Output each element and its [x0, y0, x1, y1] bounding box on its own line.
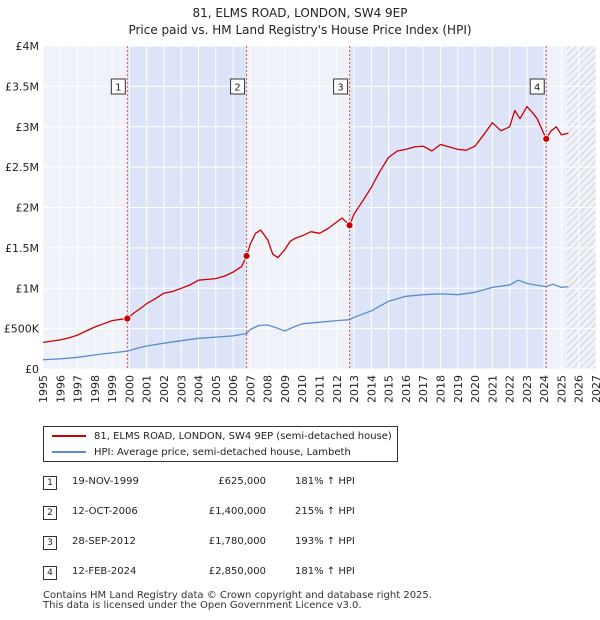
x-tick-label: 2005	[210, 375, 223, 403]
sale-hpi-change: 193% ↑ HPI	[295, 536, 355, 547]
sale-marker-label: 4	[43, 566, 57, 580]
sale-point-4	[542, 134, 551, 143]
table-row: 4 12-FEB-2024 £2,850,000 181% ↑ HPI	[0, 564, 600, 584]
x-tick-label: 2011	[314, 375, 327, 403]
y-tick-label: £1.5M	[5, 242, 39, 255]
sale-point-2	[242, 252, 251, 260]
x-tick-label: 1998	[89, 375, 102, 403]
x-tick-label: 2017	[417, 375, 430, 403]
sale-marker-box-4	[529, 78, 545, 95]
x-tick-label: 2016	[400, 375, 413, 403]
sale-hpi-change: 215% ↑ HPI	[295, 506, 355, 517]
x-tick-label: 2010	[296, 375, 309, 403]
sale-marker-number-2: 2	[234, 83, 240, 94]
x-tick-label: 2026	[573, 375, 586, 403]
y-tick-label: £4M	[16, 40, 40, 53]
sale-date: 19-NOV-1999	[72, 476, 139, 487]
x-tick-label: 2013	[348, 375, 361, 403]
x-tick-label: 2007	[244, 375, 257, 403]
x-tick-label: 1996	[54, 375, 67, 403]
x-tick-label: 2025	[555, 375, 568, 403]
price-chart: £0 £500K £1M £1.5M £2M £2.5M £3M £3.5M £4M 1995 19…	[4, 40, 600, 403]
y-tick-label: £0	[25, 363, 39, 376]
x-tick-label: 2023	[521, 375, 534, 403]
x-tick-label: 2012	[331, 375, 344, 403]
x-tick-label: 2000	[123, 375, 136, 403]
sale-marker-number-1: 1	[115, 83, 121, 94]
chart-legend: 81, ELMS ROAD, LONDON, SW4 9EP (semi-det…	[43, 426, 398, 462]
sale-hpi-change: 181% ↑ HPI	[295, 566, 355, 577]
sale-date: 12-FEB-2024	[72, 566, 137, 577]
sale-hpi-change: 181% ↑ HPI	[295, 476, 355, 487]
property-price-line	[42, 105, 569, 344]
footer: Contains HM Land Registry data © Crown c…	[43, 591, 432, 611]
x-tick-label: 2018	[434, 375, 447, 403]
sale-point-1	[123, 314, 132, 323]
sale-marker-box-1	[110, 78, 126, 95]
x-tick-label: 2019	[452, 375, 465, 403]
sale-price: £2,850,000	[208, 566, 266, 577]
x-tick-label: 2003	[175, 375, 188, 403]
x-tick-label: 2024	[538, 375, 551, 403]
sale-price: £625,000	[218, 476, 266, 487]
table-row: 2 12-OCT-2006 £1,400,000 215% ↑ HPI	[0, 504, 600, 524]
sale-marker-number-4: 4	[534, 83, 540, 94]
sale-marker-label: 3	[43, 536, 57, 550]
legend-label-hpi: HPI: Average price, semi-detached house,…	[94, 447, 351, 458]
x-tick-label: 2015	[383, 375, 396, 403]
y-tick-label: £2.5M	[5, 161, 39, 174]
x-tick-label: 1995	[37, 375, 50, 403]
y-tick-label: £3M	[16, 121, 40, 134]
footer-line-2: This data is licensed under the Open Gov…	[43, 600, 362, 611]
x-tick-label: 2022	[504, 375, 517, 403]
sale-point-3	[345, 221, 354, 230]
x-tick-label: 2027	[590, 375, 600, 403]
x-tick-label: 2021	[486, 375, 499, 403]
sale-marker-label: 2	[43, 506, 57, 520]
legend-entry-hpi: HPI: Average price, semi-detached house,…	[52, 445, 351, 461]
hpi-line	[42, 279, 569, 361]
x-tick-label: 2009	[279, 375, 292, 403]
table-row: 1 19-NOV-1999 £625,000 181% ↑ HPI	[0, 474, 600, 494]
footer-line-1: Contains HM Land Registry data © Crown c…	[43, 590, 432, 601]
sale-date: 28-SEP-2012	[72, 536, 136, 547]
x-tick-label: 2014	[365, 375, 378, 403]
x-tick-label: 2002	[158, 375, 171, 403]
y-tick-label: £1M	[16, 282, 40, 295]
x-tick-label: 2020	[469, 375, 482, 403]
x-tick-label: 1999	[106, 375, 119, 403]
chart-title: 81, ELMS ROAD, LONDON, SW4 9EP	[192, 6, 408, 20]
y-tick-label: £3.5M	[5, 80, 39, 93]
sale-marker-label: 1	[43, 476, 57, 490]
sale-marker-number-3: 3	[337, 83, 343, 94]
y-tick-label: £2M	[16, 202, 40, 215]
chart-subtitle: Price paid vs. HM Land Registry's House …	[128, 23, 472, 37]
sale-price: £1,400,000	[208, 506, 266, 517]
legend-swatch-property	[52, 435, 86, 437]
x-tick-label: 2008	[262, 375, 275, 403]
sale-marker-box-3	[333, 78, 349, 95]
x-tick-label: 2001	[141, 375, 154, 403]
sale-marker-box-2	[230, 78, 246, 95]
legend-label-property: 81, ELMS ROAD, LONDON, SW4 9EP (semi-det…	[94, 431, 392, 442]
x-tick-label: 2006	[227, 375, 240, 403]
x-tick-label: 2004	[193, 375, 206, 403]
sale-price: £1,780,000	[208, 536, 266, 547]
legend-entry-property: 81, ELMS ROAD, LONDON, SW4 9EP (semi-det…	[52, 429, 392, 445]
table-row: 3 28-SEP-2012 £1,780,000 193% ↑ HPI	[0, 534, 600, 554]
sale-date: 12-OCT-2006	[72, 506, 138, 517]
y-tick-label: £500K	[4, 323, 40, 336]
legend-swatch-hpi	[52, 451, 86, 453]
x-tick-label: 1997	[72, 375, 85, 403]
